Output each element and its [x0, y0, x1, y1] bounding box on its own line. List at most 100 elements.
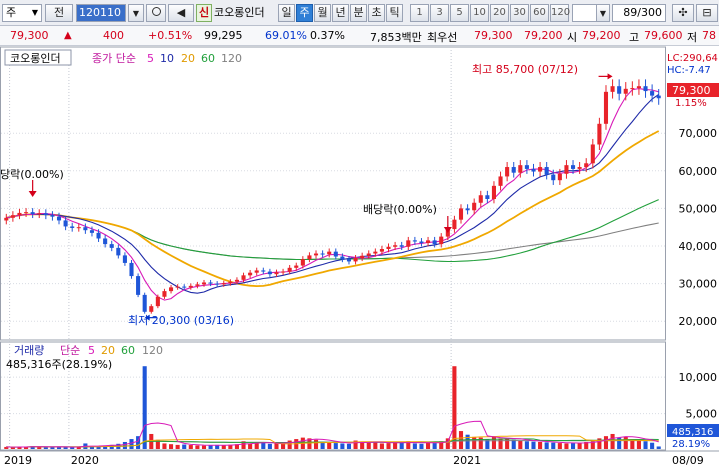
- tab-period-6[interactable]: 틱: [386, 4, 403, 22]
- volume-bar: [564, 443, 569, 449]
- tab-period-3[interactable]: 년: [332, 4, 349, 22]
- volume-bar: [175, 444, 180, 449]
- candle-body: [300, 259, 305, 266]
- tab-minute-5[interactable]: 5: [450, 4, 469, 22]
- candle-body: [439, 236, 444, 245]
- volume-bar: [630, 439, 635, 449]
- volume-bar: [379, 443, 384, 449]
- zoom-in-button[interactable]: ✣: [672, 4, 694, 22]
- tab-minute-10[interactable]: 10: [470, 4, 489, 22]
- volume-ma-20: 20: [101, 344, 115, 357]
- candle-body: [386, 246, 391, 250]
- sound-button[interactable]: ◀: [168, 4, 194, 22]
- candle-body: [254, 270, 259, 273]
- high-price: 79,600: [644, 29, 683, 42]
- max-price-annotation: 최고 85,700 (07/12): [472, 63, 578, 76]
- chevron-down-icon: ▼: [31, 8, 38, 17]
- tab-minute-30[interactable]: 30: [510, 4, 529, 22]
- candle-body: [70, 226, 75, 228]
- volume-bar: [10, 447, 15, 449]
- candle-body: [287, 267, 292, 272]
- volume-bar: [650, 442, 655, 449]
- candle-body: [76, 227, 81, 229]
- volume-bar: [472, 436, 477, 449]
- dividend-arrow-icon: [28, 191, 37, 197]
- volume-bar: [122, 441, 127, 449]
- candle-body: [274, 272, 279, 275]
- zoom-out-button[interactable]: ⊟: [696, 4, 718, 22]
- candle-body: [346, 259, 352, 262]
- min-price-annotation: 최저 20,300 (03/16): [128, 314, 234, 327]
- candle-body: [24, 212, 29, 214]
- candle-body: [188, 285, 193, 288]
- search-icon: [151, 7, 161, 16]
- candle-body: [169, 287, 174, 292]
- candle-body: [498, 176, 503, 186]
- tab-minute-120[interactable]: 120: [550, 4, 570, 22]
- candle-body: [584, 163, 589, 168]
- volume-bar: [426, 441, 431, 449]
- volume-bar: [386, 443, 391, 449]
- last-price-tag: 79,300: [672, 84, 711, 97]
- candle-body: [43, 213, 48, 216]
- volume-bar: [333, 443, 338, 449]
- minute-dropdown-button[interactable]: ▼: [596, 4, 610, 22]
- volume-value: 99,295: [204, 29, 243, 42]
- candle-body: [37, 213, 42, 215]
- tab-period-2[interactable]: 월: [314, 4, 331, 22]
- volume-bar: [89, 445, 95, 449]
- candlestick-chart[interactable]: 20,000 30,000 40,000 50,000 60,000 70,000 5,00…: [0, 46, 719, 468]
- tab-period-4[interactable]: 분: [350, 4, 367, 22]
- candle-body: [366, 253, 371, 256]
- new-listing-button[interactable]: 신: [196, 4, 212, 22]
- volume-bar: [538, 441, 543, 449]
- tab-minute-1[interactable]: 1: [410, 4, 429, 22]
- candle-body: [215, 283, 220, 285]
- tab-period-1[interactable]: 주: [296, 4, 313, 22]
- candle-body: [122, 255, 127, 263]
- market-select[interactable]: 주 ▼: [2, 4, 42, 22]
- candle-body: [116, 247, 121, 256]
- date-tick-label: 2019: [4, 454, 32, 467]
- candle-body: [419, 241, 424, 243]
- volume-bar: [465, 434, 470, 449]
- volume-bar: [56, 446, 62, 449]
- volume-bar: [518, 440, 523, 449]
- volume-bar: [248, 443, 253, 449]
- trade-amount: 7,853백만: [370, 31, 422, 44]
- search-button[interactable]: [146, 4, 166, 22]
- volume-bar: [557, 443, 562, 449]
- candle-body: [491, 185, 496, 199]
- ask-price: 79,300: [474, 29, 513, 42]
- tab-period-0[interactable]: 일: [278, 4, 295, 22]
- volume-bar: [30, 446, 35, 449]
- volume-last-tag: 485,316: [672, 427, 713, 438]
- candle-body: [505, 167, 510, 177]
- volume-ma-60: 60: [121, 344, 135, 357]
- prev-button[interactable]: 전: [45, 4, 73, 22]
- stock-code-input[interactable]: 120110: [76, 4, 126, 22]
- chart-area[interactable]: 20,000 30,000 40,000 50,000 60,000 70,000 5,00…: [0, 46, 719, 468]
- tab-minute-20[interactable]: 20: [490, 4, 509, 22]
- tab-minute-3[interactable]: 3: [430, 4, 449, 22]
- price-tick-label: 50,000: [679, 202, 718, 215]
- candle-body: [551, 174, 556, 181]
- candle-body: [109, 244, 114, 248]
- volume-bar: [43, 447, 48, 449]
- ma-settings-label[interactable]: 종가 단순: [92, 52, 136, 65]
- date-tick-label: 08/09: [672, 454, 704, 467]
- code-dropdown-button[interactable]: ▼: [128, 4, 144, 22]
- volume-bar: [656, 446, 661, 449]
- volume-bar: [360, 441, 365, 449]
- tab-period-5[interactable]: 초: [368, 4, 385, 22]
- volume-bar: [195, 445, 200, 449]
- volume-bar: [63, 446, 68, 449]
- last-price-tag-bg: [667, 83, 719, 97]
- tab-minute-60[interactable]: 60: [530, 4, 549, 22]
- candle-body: [643, 86, 648, 92]
- volume-ma-label[interactable]: 단순: [60, 344, 80, 357]
- current-price: 79,300: [10, 29, 49, 42]
- dividend-annotation-1: 당락(0.00%): [0, 168, 64, 181]
- volume-bar: [597, 438, 602, 449]
- candle-body: [531, 168, 536, 172]
